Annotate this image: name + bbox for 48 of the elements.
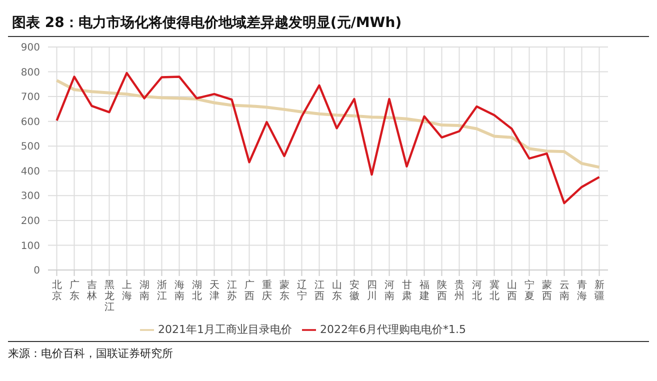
x-tick-label: 宁夏 [524,279,534,302]
y-tick-label: 500 [20,142,40,153]
y-tick-label: 700 [20,92,40,104]
x-tick-label: 甘肃 [402,279,412,302]
x-tick-label: 上海 [122,279,132,302]
y-tick-label: 0 [34,266,40,277]
x-tick-label: 新疆 [594,279,604,302]
x-tick-label: 广东 [69,279,80,302]
x-tick-label: 山东 [332,279,342,302]
x-tick-label: 贵州 [454,279,464,302]
y-tick-label: 900 [20,42,40,54]
x-tick-label: 广西 [244,279,254,302]
x-tick-label: 浙江 [156,279,167,302]
y-tick-label: 300 [20,191,40,202]
x-tick-label: 云南 [559,280,570,302]
x-tick-label: 河北 [472,279,482,302]
x-tick-label: 福建 [418,279,430,302]
y-tick-label: 100 [20,240,40,252]
y-tick-label: 800 [20,67,40,78]
x-tick-label: 蒙西 [542,279,552,302]
legend-label: 2021年1月工商业目录电价 [158,323,292,336]
x-tick-label: 天津 [209,280,220,302]
x-tick-label: 青海 [576,279,587,302]
x-tick-label: 辽宁 [296,279,307,302]
y-tick-label: 200 [20,216,40,227]
x-tick-label: 四川 [366,280,377,302]
y-tick-label: 600 [20,116,40,128]
y-tick-label: 400 [20,166,40,178]
x-tick-label: 江西 [314,279,324,302]
x-tick-label: 黑龙江 [104,280,114,313]
source-note: 来源：电价百科，国联证券研究所 [8,347,173,360]
x-tick-label: 山西 [506,279,517,302]
x-tick-label: 蒙东 [279,279,290,302]
chart-title: 图表 28：电力市场化将使得电价地域差异越发明显(元/MWh) [8,8,649,37]
line-series [56,72,600,204]
x-tick-label: 安徽 [349,279,360,302]
x-tick-label: 重庆 [262,279,272,302]
x-tick-label: 冀北 [489,279,500,302]
x-tick-label: 湖南 [139,279,150,302]
x-tick-label: 吉林 [86,279,97,302]
x-tick-label: 江苏 [226,279,237,302]
x-tick-label: 北京 [52,279,62,302]
x-tick-label: 海南 [174,279,184,302]
x-tick-label: 湖北 [192,279,202,302]
line-series [55,78,601,169]
legend-label: 2022年6月代理购电电价*1.5 [320,323,466,336]
x-tick-label: 陕西 [436,279,447,302]
x-tick-label: 河南 [384,279,394,302]
